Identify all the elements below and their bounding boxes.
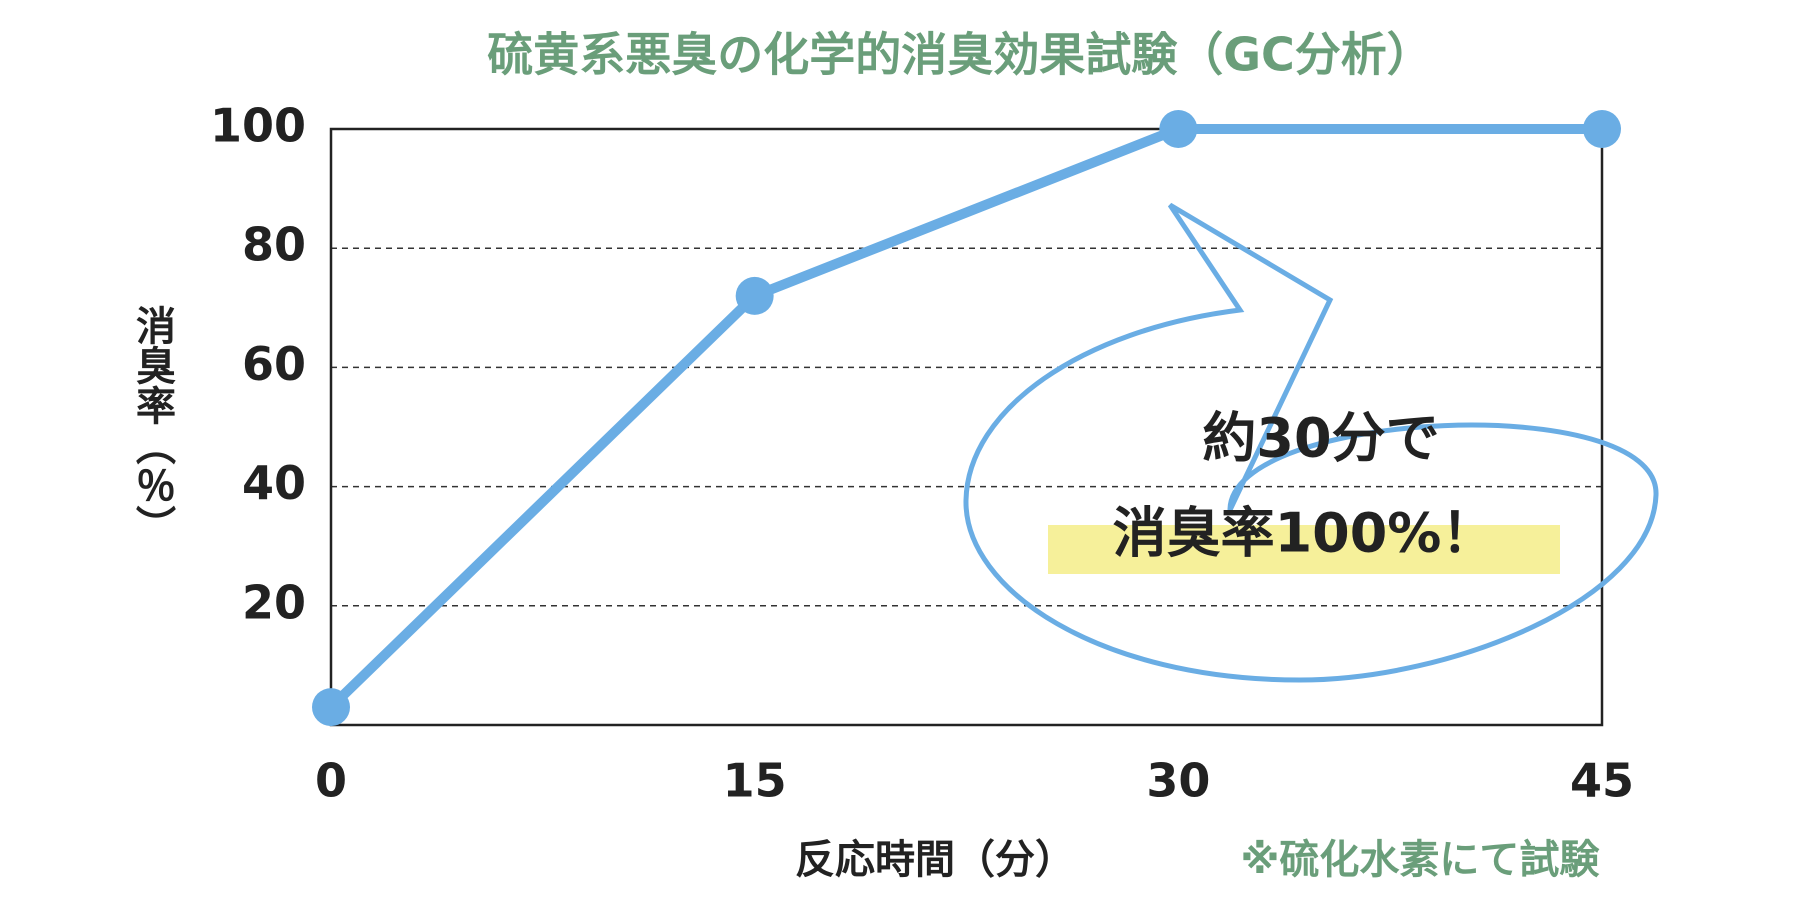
highlight bbox=[1048, 525, 1560, 574]
series-line bbox=[327, 124, 1602, 711]
y-tick-label: 60 bbox=[242, 337, 306, 391]
data-point bbox=[1159, 110, 1198, 148]
y-tick-label: 40 bbox=[242, 456, 306, 510]
chart-title: 硫黄系悪臭の化学的消臭効果試験（GC分析） bbox=[487, 28, 1433, 82]
callout-bubble bbox=[963, 202, 1659, 683]
data-point bbox=[1583, 110, 1621, 148]
callout-text: 消臭率100%！ bbox=[1113, 502, 1496, 565]
y-tick-label: 20 bbox=[242, 575, 306, 629]
x-axis-label: 反応時間（分） bbox=[795, 837, 1075, 883]
x-tick-label: 45 bbox=[1570, 754, 1634, 808]
data-point bbox=[735, 276, 774, 315]
plot-border bbox=[329, 127, 1604, 727]
data-point bbox=[312, 688, 350, 727]
x-tick-label: 0 bbox=[315, 754, 347, 808]
y-tick-label: 80 bbox=[242, 218, 306, 272]
x-tick-label: 30 bbox=[1146, 754, 1210, 808]
callout-text: 約30分で bbox=[1202, 407, 1439, 470]
y-tick-label: 100 bbox=[210, 99, 306, 153]
note: ※硫化水素にて試験 bbox=[1241, 837, 1601, 883]
y-axis-label: 消臭率（％） bbox=[129, 305, 176, 545]
x-tick-label: 15 bbox=[723, 754, 787, 808]
